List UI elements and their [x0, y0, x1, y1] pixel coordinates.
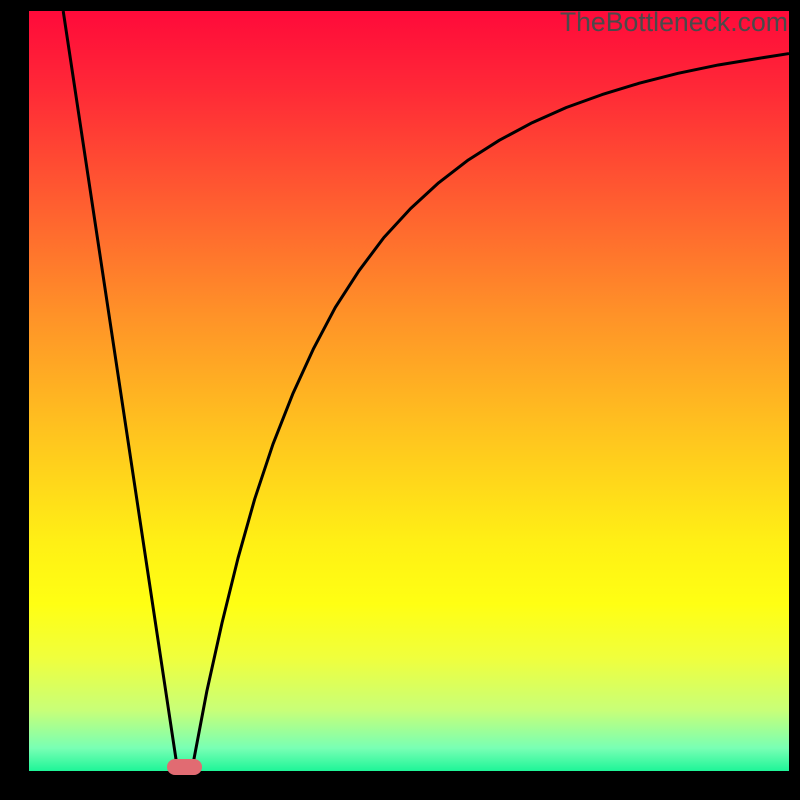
plot-area [29, 11, 789, 771]
bottleneck-curve [29, 11, 789, 771]
watermark-text: TheBottleneck.com [560, 7, 788, 38]
chart-container: TheBottleneck.com [0, 0, 800, 800]
optimum-marker [167, 759, 202, 775]
